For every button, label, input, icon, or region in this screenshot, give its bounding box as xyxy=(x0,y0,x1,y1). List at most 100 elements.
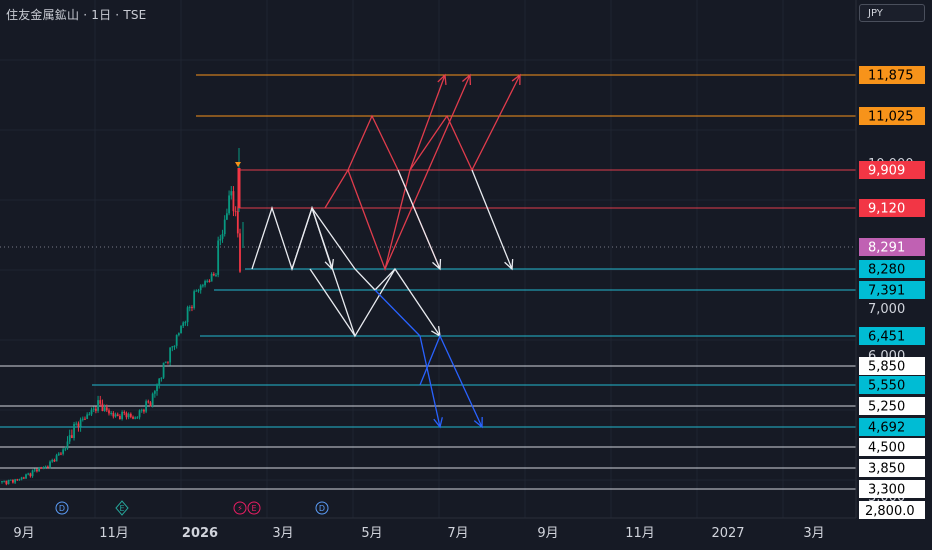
candle xyxy=(70,429,73,439)
candle xyxy=(167,361,169,365)
candle xyxy=(3,480,6,483)
candle xyxy=(62,447,65,456)
svg-text:9,120: 9,120 xyxy=(868,202,905,217)
candle xyxy=(140,408,143,413)
candle xyxy=(219,234,222,246)
candle xyxy=(182,321,185,329)
x-tick-label: 2027 xyxy=(711,526,744,541)
candle xyxy=(110,411,113,416)
candle xyxy=(236,206,239,238)
price-tag-8: 5,850 xyxy=(859,357,925,375)
candle xyxy=(169,347,172,366)
svg-text:9,909: 9,909 xyxy=(868,164,905,179)
candle xyxy=(197,288,200,293)
candle xyxy=(208,279,211,283)
candle xyxy=(94,406,97,414)
candle xyxy=(147,399,150,404)
x-tick-label: 3月 xyxy=(803,526,824,541)
candle xyxy=(125,411,128,420)
price-tag-2: 9,909 xyxy=(859,161,925,179)
candle xyxy=(119,414,121,420)
price-levels xyxy=(0,74,856,490)
candle xyxy=(121,410,123,421)
candle xyxy=(27,472,30,476)
svg-text:2,800.0: 2,800.0 xyxy=(865,504,915,519)
svg-text:E: E xyxy=(251,504,256,513)
candle xyxy=(158,377,161,389)
currency-selector[interactable]: JPY xyxy=(859,4,925,22)
candle xyxy=(57,452,60,456)
projection-white-5 xyxy=(397,169,441,270)
candle xyxy=(151,392,154,408)
svg-text:7,391: 7,391 xyxy=(868,284,905,299)
candle xyxy=(225,208,228,221)
candle xyxy=(193,289,196,310)
projection-white-4 xyxy=(309,268,356,337)
y-tick-label: 7,000 xyxy=(868,302,905,317)
grid xyxy=(0,0,856,518)
candle xyxy=(60,452,62,456)
x-tick-label: 5月 xyxy=(361,526,382,541)
price-tag-5: 8,280 xyxy=(859,260,925,278)
candle xyxy=(230,185,233,200)
projection-red-2 xyxy=(347,74,446,272)
x-tick-label: 2026 xyxy=(182,526,218,541)
projection-red-4 xyxy=(409,74,521,172)
price-axis: 13,00010,0007,0006,0003,00011,87511,0259… xyxy=(855,0,932,550)
candle xyxy=(153,390,156,398)
candle xyxy=(173,345,176,350)
svg-text:8,291: 8,291 xyxy=(868,241,905,256)
projection-white-3 xyxy=(311,207,396,291)
candle xyxy=(44,465,47,469)
candle xyxy=(143,408,145,414)
event-marker-0: D xyxy=(55,501,69,515)
candle xyxy=(79,417,82,432)
candle xyxy=(9,479,12,481)
svg-text:E: E xyxy=(119,504,124,513)
last-candle xyxy=(235,148,244,248)
candle xyxy=(81,416,84,422)
candle xyxy=(55,453,58,462)
candle xyxy=(25,473,27,479)
candle xyxy=(108,408,110,416)
candle xyxy=(99,395,102,406)
candle xyxy=(191,305,193,312)
projection-blue-1 xyxy=(374,289,441,428)
candle xyxy=(217,236,220,278)
svg-text:D: D xyxy=(59,504,65,513)
svg-text:3,850: 3,850 xyxy=(868,462,905,477)
svg-text:11,025: 11,025 xyxy=(868,110,914,125)
candle xyxy=(12,479,14,484)
svg-text:4,500: 4,500 xyxy=(868,441,905,456)
projection-red-2-arrowhead xyxy=(437,73,447,86)
svg-text:6,451: 6,451 xyxy=(868,330,905,345)
candle xyxy=(97,395,99,413)
candle xyxy=(206,279,209,283)
candle xyxy=(164,361,167,364)
candle xyxy=(84,416,86,421)
svg-text:⚡: ⚡ xyxy=(237,504,243,513)
price-tag-13: 3,850 xyxy=(859,459,925,477)
candle xyxy=(223,215,226,237)
candle xyxy=(40,466,43,469)
candle xyxy=(134,416,137,420)
candle xyxy=(138,409,141,420)
symbol-title: 住友金属鉱山 · 1日 · TSE xyxy=(6,8,147,22)
projection-white-6 xyxy=(471,169,513,270)
projection-blue-2-arrowhead xyxy=(473,416,483,429)
event-marker-1: E xyxy=(115,500,129,516)
candle xyxy=(5,480,8,486)
candle xyxy=(210,272,213,282)
price-tag-3: 9,120 xyxy=(859,199,925,217)
candle xyxy=(136,416,139,419)
svg-text:3,300: 3,300 xyxy=(868,483,905,498)
candle xyxy=(199,284,202,294)
candle xyxy=(129,412,132,419)
event-marker-4: D xyxy=(315,501,329,515)
svg-text:5,850: 5,850 xyxy=(868,360,905,375)
candle xyxy=(201,283,204,288)
candle xyxy=(204,279,206,288)
price-tag-1: 11,025 xyxy=(859,107,925,125)
x-tick-label: 3月 xyxy=(272,526,293,541)
